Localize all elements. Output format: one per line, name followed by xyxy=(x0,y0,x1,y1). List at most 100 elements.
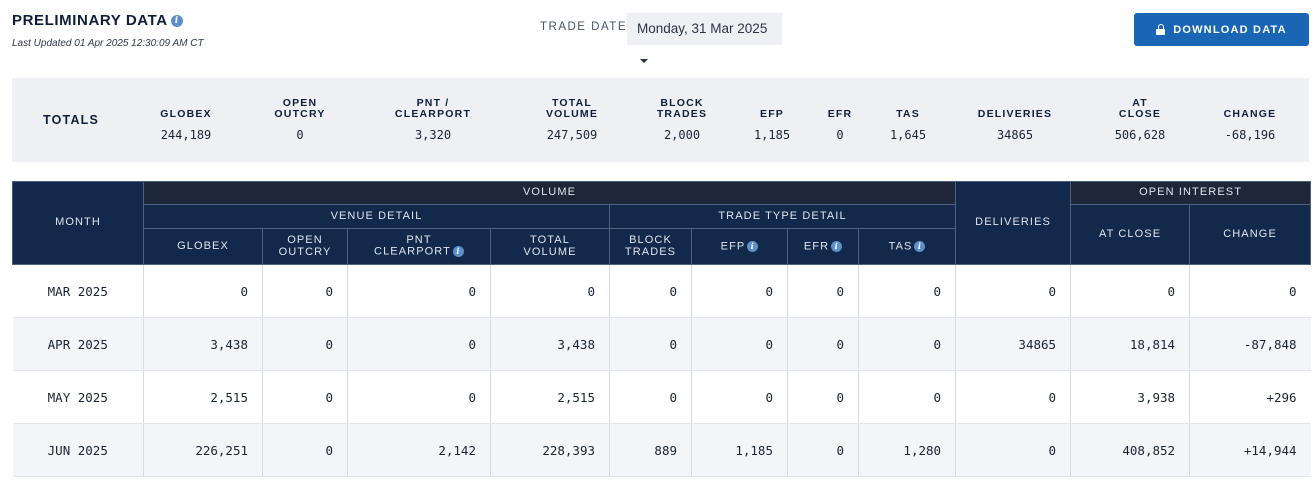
efp-cell: 0 xyxy=(691,317,788,371)
change-cell: +296 xyxy=(1189,370,1311,424)
pnt-clearport-header-label: PNT CLEARPORT xyxy=(374,233,451,258)
deliveries-header[interactable]: DELIVERIES xyxy=(955,181,1072,265)
deliveries-cell: 34865 xyxy=(955,317,1071,371)
info-icon[interactable]: i xyxy=(831,240,843,252)
tas-cell: 0 xyxy=(857,317,956,371)
totals-column-value: -68,196 xyxy=(1224,128,1276,142)
change-header[interactable]: CHANGE xyxy=(1189,204,1312,265)
month-header[interactable]: MONTH xyxy=(12,181,144,265)
trade-date-dropdown[interactable]: Monday, 31 Mar 2025 xyxy=(627,13,782,64)
pnt-clearport-cell: 2,142 xyxy=(347,423,491,477)
totals-column-value: 1,185 xyxy=(753,128,791,142)
trade-type-detail-header: TRADE TYPE DETAIL xyxy=(608,204,957,229)
globex-cell: 0 xyxy=(143,264,263,318)
totals-column-value: 247,509 xyxy=(546,128,598,142)
totals-column-label: CHANGE xyxy=(1223,108,1277,120)
open-outcry-cell: 0 xyxy=(262,370,348,424)
totals-column: DELIVERIES 34865 xyxy=(950,78,1080,162)
at-close-cell: 408,852 xyxy=(1070,423,1190,477)
table-row: MAY 2025 2,515 0 0 2,515 0 0 0 0 0 3,938 +296 xyxy=(12,370,1311,424)
total-volume-cell: 0 xyxy=(490,264,610,318)
totals-column-value: 34865 xyxy=(996,128,1034,142)
change-cell: -87,848 xyxy=(1189,317,1311,371)
efp-cell: 1,185 xyxy=(691,423,788,477)
change-cell: +14,944 xyxy=(1189,423,1311,477)
trade-date-label: TRADE DATE xyxy=(540,21,627,33)
totals-column-label: AT CLOSE xyxy=(1118,97,1162,120)
pnt-clearport-cell: 0 xyxy=(347,317,491,371)
efr-cell: 0 xyxy=(787,423,859,477)
globex-header[interactable]: GLOBEX xyxy=(143,228,263,265)
total-volume-cell: 228,393 xyxy=(490,423,610,477)
volume-header: VOLUME xyxy=(142,181,957,205)
month-cell: MAR 2025 xyxy=(12,264,144,318)
settlement-table: MONTH VOLUME DELIVERIES OPEN INTEREST VE… xyxy=(12,181,1312,477)
totals-column-value: 3,320 xyxy=(414,128,452,142)
totals-column: BLOCK TRADES 2,000 xyxy=(617,78,747,162)
totals-column: CHANGE -68,196 xyxy=(1185,78,1314,162)
change-cell: 0 xyxy=(1189,264,1311,318)
table-row: APR 2025 3,438 0 0 3,438 0 0 0 0 34865 18,814 -87,8… xyxy=(12,317,1311,371)
totals-column-label: TOTAL VOLUME xyxy=(545,97,599,120)
at-close-cell: 0 xyxy=(1070,264,1190,318)
caret-down-icon xyxy=(640,59,648,64)
efr-cell: 0 xyxy=(787,317,859,371)
open-outcry-cell: 0 xyxy=(262,423,348,477)
totals-column: TAS 1,645 xyxy=(843,78,973,162)
totals-column: GLOBEX 244,189 xyxy=(121,78,251,162)
month-cell: APR 2025 xyxy=(12,317,144,371)
open-interest-header: OPEN INTEREST xyxy=(1070,181,1312,205)
globex-cell: 2,515 xyxy=(143,370,263,424)
open-outcry-header[interactable]: OPEN OUTCRY xyxy=(262,228,348,265)
pnt-clearport-cell: 0 xyxy=(347,264,491,318)
at-close-cell: 3,938 xyxy=(1070,370,1190,424)
at-close-header[interactable]: AT CLOSE xyxy=(1070,204,1191,265)
totals-column: PNT / CLEARPORT 3,320 xyxy=(368,78,498,162)
info-icon[interactable]: i xyxy=(914,240,926,252)
table-row: JUN 2025 226,251 0 2,142 228,393 889 1,185 0 1,2… xyxy=(12,423,1311,477)
totals-column-value: 506,628 xyxy=(1114,128,1166,142)
efp-header[interactable]: EFP i xyxy=(691,228,788,265)
info-icon[interactable]: i xyxy=(170,14,183,27)
deliveries-cell: 0 xyxy=(955,264,1071,318)
block-trades-cell: 0 xyxy=(609,317,692,371)
download-data-button[interactable]: DOWNLOAD DATA xyxy=(1134,13,1309,46)
block-trades-cell: 889 xyxy=(609,423,692,477)
lock-icon xyxy=(1156,24,1166,35)
totals-column-label: TAS xyxy=(896,108,920,120)
totals-column: TOTAL VOLUME 247,509 xyxy=(507,78,637,162)
totals-column-value: 244,189 xyxy=(160,128,212,142)
tas-cell: 1,280 xyxy=(857,423,956,477)
info-icon[interactable]: i xyxy=(452,246,464,258)
totals-column-value: 0 xyxy=(296,128,304,142)
deliveries-cell: 0 xyxy=(955,370,1071,424)
totals-column: EFP 1,185 xyxy=(707,78,837,162)
page-title: PRELIMINARY DATA i xyxy=(12,12,183,29)
totals-column-label: BLOCK TRADES xyxy=(656,97,708,120)
open-outcry-cell: 0 xyxy=(262,264,348,318)
total-volume-cell: 3,438 xyxy=(490,317,610,371)
info-icon[interactable]: i xyxy=(747,240,759,252)
download-data-label: DOWNLOAD DATA xyxy=(1173,23,1287,36)
block-trades-header-label: BLOCK TRADES xyxy=(624,234,677,258)
totals-bar: TOTALS GLOBEX 244,189 OPEN OUTCRY 0 PNT / CLEA… xyxy=(12,78,1309,162)
efr-header[interactable]: EFR i xyxy=(787,228,859,265)
block-trades-header[interactable]: BLOCK TRADES xyxy=(609,228,692,265)
efr-header-label: EFR xyxy=(803,239,830,252)
open-outcry-cell: 0 xyxy=(262,317,348,371)
venue-detail-header: VENUE DETAIL xyxy=(143,204,610,229)
totals-column-label: OPEN OUTCRY xyxy=(274,97,326,120)
totals-column-label: EFP xyxy=(759,108,785,120)
block-trades-cell: 0 xyxy=(609,370,692,424)
tas-header[interactable]: TAS i xyxy=(857,228,957,265)
totals-column-label: EFR xyxy=(827,108,853,120)
month-cell: JUN 2025 xyxy=(12,423,144,477)
totals-column: AT CLOSE 506,628 xyxy=(1075,78,1205,162)
total-volume-header[interactable]: TOTAL VOLUME xyxy=(490,228,610,265)
block-trades-cell: 0 xyxy=(609,264,692,318)
pnt-clearport-header[interactable]: PNT CLEARPORT i xyxy=(347,228,491,265)
totals-column-value: 2,000 xyxy=(663,128,701,142)
efp-cell: 0 xyxy=(691,264,788,318)
efr-cell: 0 xyxy=(787,264,859,318)
efp-header-label: EFP xyxy=(720,239,746,252)
